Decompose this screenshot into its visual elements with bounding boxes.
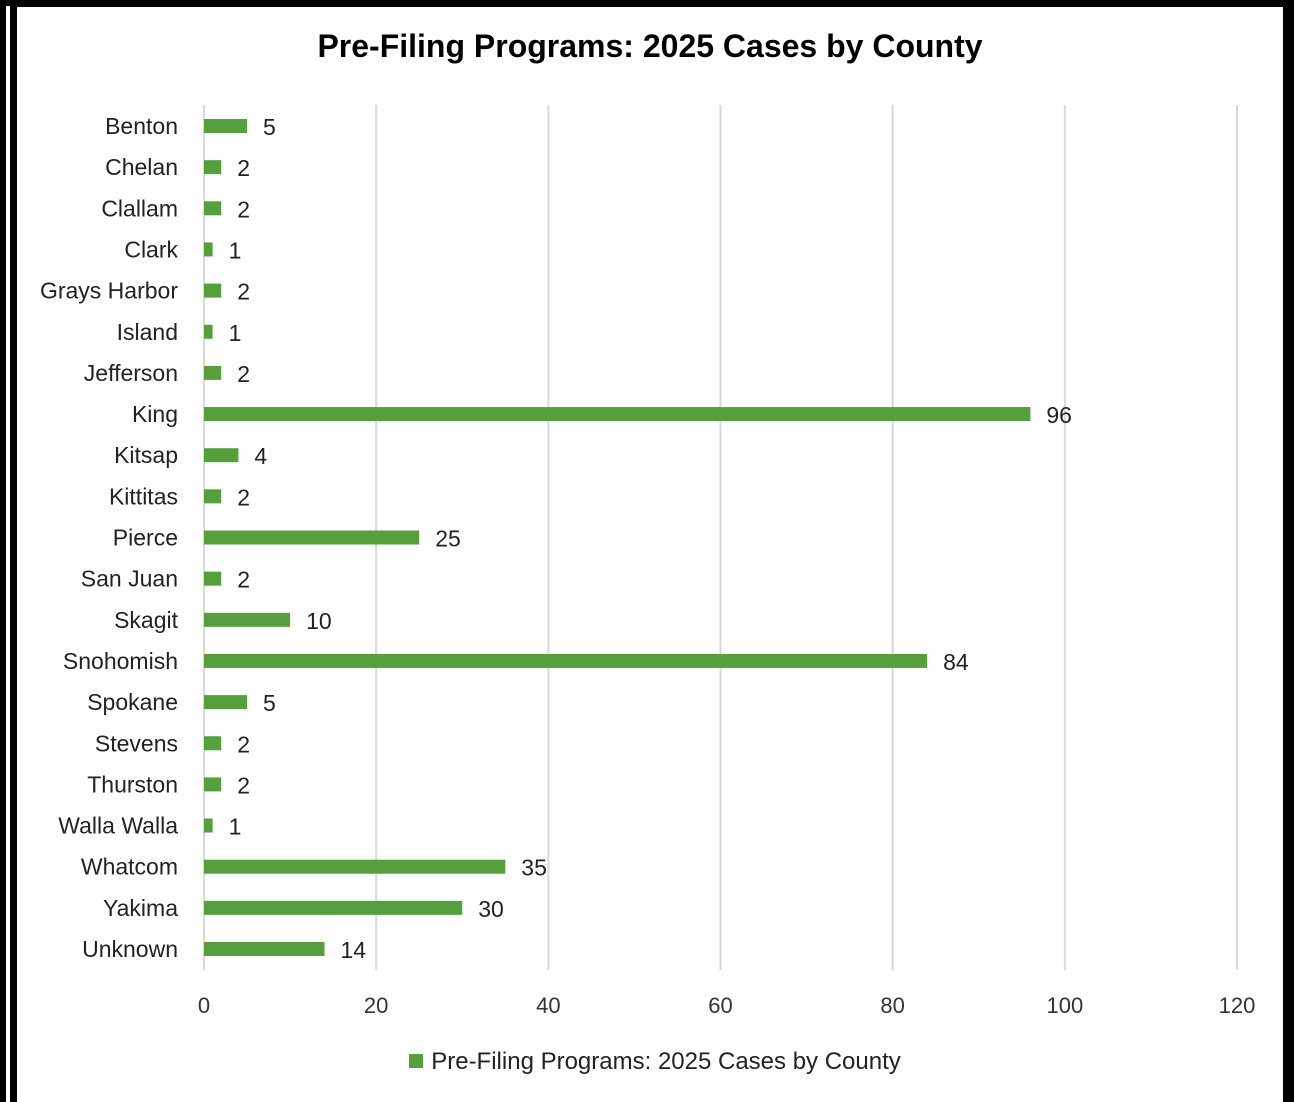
frame-right-border <box>1283 0 1291 1102</box>
category-label: Chelan <box>105 154 178 180</box>
frame-top-border <box>10 0 1291 7</box>
bar <box>204 119 248 133</box>
bar <box>204 942 325 956</box>
data-label: 2 <box>237 484 250 510</box>
x-tick-label: 20 <box>364 993 388 1018</box>
bar <box>204 900 463 915</box>
category-label: Thurston <box>87 771 178 797</box>
bar <box>204 365 222 380</box>
legend-swatch <box>409 1053 424 1068</box>
data-label: 1 <box>229 237 242 263</box>
x-tick-label: 100 <box>1046 993 1083 1018</box>
category-label: Skagit <box>114 607 179 633</box>
x-tick-label: 80 <box>880 993 904 1018</box>
data-label: 2 <box>237 155 250 181</box>
category-label: Island <box>117 319 178 345</box>
data-label: 2 <box>237 772 250 798</box>
category-label: Whatcom <box>81 854 178 880</box>
category-label: Pierce <box>113 525 178 551</box>
bar <box>204 448 239 463</box>
category-label: Clark <box>124 236 178 262</box>
data-label: 5 <box>263 114 276 140</box>
category-label: Clallam <box>101 195 178 221</box>
bar <box>204 242 213 257</box>
bar <box>204 530 420 545</box>
category-label: Walla Walla <box>58 813 178 839</box>
bar <box>204 777 222 792</box>
data-label: 96 <box>1046 402 1072 428</box>
category-label: Stevens <box>95 730 178 756</box>
bar <box>204 160 222 175</box>
data-label: 4 <box>254 443 267 469</box>
category-label: San Juan <box>81 566 178 592</box>
data-label: 2 <box>237 731 250 757</box>
data-label: 1 <box>229 320 242 346</box>
data-label: 2 <box>237 361 250 387</box>
category-label: Grays Harbor <box>40 278 178 304</box>
legend-label: Pre-Filing Programs: 2025 Cases by Count… <box>431 1048 901 1075</box>
category-label: King <box>132 401 178 427</box>
bar <box>204 859 506 874</box>
bar <box>204 612 291 627</box>
data-label: 5 <box>263 690 276 716</box>
x-tick-label: 0 <box>198 993 210 1018</box>
x-tick-label: 120 <box>1219 993 1256 1018</box>
category-label: Yakima <box>103 895 178 921</box>
category-label: Snohomish <box>63 648 178 674</box>
category-label: Jefferson <box>84 360 178 386</box>
x-tick-label: 60 <box>708 993 732 1018</box>
bar <box>204 653 928 668</box>
legend: Pre-Filing Programs: 2025 Cases by Count… <box>0 1048 1294 1076</box>
bar <box>204 818 213 833</box>
data-label: 1 <box>229 814 242 840</box>
bar <box>204 489 222 504</box>
category-label: Kitsap <box>114 442 178 468</box>
category-label: Unknown <box>82 936 178 962</box>
data-label: 2 <box>237 196 250 222</box>
bar <box>204 201 222 216</box>
bar <box>204 324 213 339</box>
data-label: 35 <box>521 855 547 881</box>
data-label: 14 <box>341 937 367 963</box>
data-label: 2 <box>237 279 250 305</box>
bar <box>204 695 248 710</box>
x-tick-label: 40 <box>536 993 560 1018</box>
data-label: 84 <box>943 649 969 675</box>
bar <box>204 407 1031 422</box>
category-label: Spokane <box>87 689 178 715</box>
category-label: Benton <box>105 113 178 139</box>
bar <box>204 736 222 751</box>
frame-left-border <box>10 0 17 1102</box>
category-label: Kittitas <box>109 483 178 509</box>
bar <box>204 571 222 586</box>
data-label: 30 <box>478 896 504 922</box>
data-label: 2 <box>237 567 250 593</box>
data-label: 10 <box>306 608 332 634</box>
chart-title: Pre-Filing Programs: 2025 Cases by Count… <box>317 28 983 64</box>
bar <box>204 283 222 298</box>
data-label: 25 <box>435 526 461 552</box>
